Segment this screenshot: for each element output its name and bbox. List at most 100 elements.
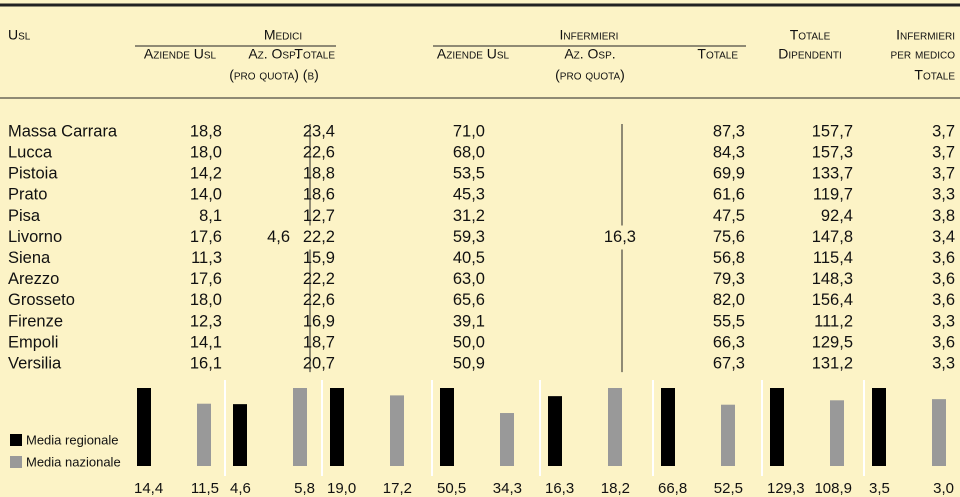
header-col: per medico [891, 46, 956, 62]
bar [440, 388, 454, 466]
usl-name: Pistoia [8, 165, 58, 183]
cell: 53,5 [453, 165, 485, 183]
bar [721, 404, 735, 466]
cell: 16,3 [604, 228, 636, 246]
bar-label: 66,8 [658, 480, 687, 497]
cell: 12,3 [190, 312, 222, 330]
legend-label: Media nazionale [26, 454, 121, 469]
usl-name: Massa Carrara [8, 122, 118, 140]
cell: 157,3 [812, 143, 853, 161]
bar [500, 413, 514, 466]
cell: 3,7 [932, 122, 955, 140]
bar-label: 50,5 [437, 480, 466, 497]
bar-label: 108,9 [814, 480, 852, 497]
cell: 18,6 [303, 186, 335, 204]
header-col: Az. Osp. [564, 46, 615, 62]
cell: 71,0 [453, 122, 485, 140]
cell: 68,0 [453, 143, 485, 161]
cell: 18,8 [303, 165, 335, 183]
bar [197, 403, 211, 466]
bar [233, 404, 247, 466]
usl-name: Arezzo [8, 270, 59, 288]
bar-label: 129,3 [767, 480, 805, 497]
bar [608, 388, 622, 466]
cell: 47,5 [713, 207, 745, 225]
cell: 111,2 [814, 312, 853, 330]
usl-name: Versilia [8, 354, 62, 372]
usl-name: Siena [8, 249, 51, 267]
cell: 8,1 [199, 207, 222, 225]
cell: 3,6 [932, 291, 955, 309]
cell: 14,2 [190, 165, 222, 183]
bar [330, 388, 344, 466]
cell: 22,6 [303, 143, 335, 161]
bar [661, 388, 675, 466]
bar [830, 400, 844, 466]
bar-label: 17,2 [383, 480, 412, 497]
header-group: Infermieri [560, 27, 619, 43]
cell: 12,7 [303, 207, 335, 225]
header-note: (pro quota) [555, 67, 625, 83]
usl-name: Firenze [8, 312, 63, 330]
cell: 66,3 [713, 333, 745, 351]
header-col: Aziende Usl [144, 46, 217, 62]
cell: 22,6 [303, 291, 335, 309]
cell: 131,2 [812, 354, 853, 372]
cell: 17,6 [190, 270, 222, 288]
cell: 18,8 [190, 122, 222, 140]
cell: 11,3 [191, 249, 222, 267]
cell: 129,5 [812, 333, 853, 351]
cell: 56,8 [713, 249, 745, 267]
header-group: Medici [264, 27, 302, 43]
bar [137, 388, 151, 466]
cell: 3,7 [932, 165, 955, 183]
bar-label: 18,2 [601, 480, 630, 497]
cell: 3,3 [932, 312, 955, 330]
cell: 115,4 [813, 249, 853, 267]
cell: 3,8 [932, 207, 955, 225]
header-col: Dipendenti [778, 46, 841, 62]
cell: 147,8 [812, 228, 853, 246]
header-col: Totale [697, 46, 738, 62]
cell: 4,6 [267, 228, 290, 246]
cell: 3,7 [932, 143, 955, 161]
cell: 18,0 [190, 143, 222, 161]
bar [548, 396, 562, 466]
cell: 55,5 [713, 312, 745, 330]
cell: 61,6 [713, 186, 745, 204]
bar-label: 14,4 [134, 480, 163, 497]
cell: 16,9 [303, 312, 335, 330]
cell: 22,2 [303, 228, 335, 246]
cell: 3,4 [932, 228, 955, 246]
bar [390, 395, 404, 466]
bar [932, 399, 946, 466]
cell: 50,0 [453, 333, 485, 351]
header-col: Totale [294, 46, 335, 62]
cell: 16,1 [190, 354, 222, 372]
bar-label: 52,5 [714, 480, 743, 497]
cell: 3,3 [932, 186, 955, 204]
usl-name: Lucca [8, 143, 53, 161]
legend-swatch [10, 456, 22, 468]
header-usl: Usl [8, 27, 31, 43]
legend-label: Media regionale [26, 432, 119, 447]
usl-name: Pisa [8, 207, 41, 225]
header-col: Infermieri [896, 27, 955, 43]
usl-name: Prato [8, 186, 47, 204]
cell: 75,6 [713, 228, 745, 246]
bar-label: 5,8 [294, 480, 315, 497]
bar-label: 3,0 [933, 480, 954, 497]
header-col: Totale [790, 27, 831, 43]
cell: 84,3 [713, 143, 745, 161]
cell: 18,0 [190, 291, 222, 309]
header-col: Az. Osp. [248, 46, 299, 62]
cell: 67,3 [713, 354, 745, 372]
usl-name: Empoli [8, 333, 58, 351]
cell: 15,9 [303, 249, 335, 267]
cell: 3,6 [932, 249, 955, 267]
header-col: Aziende Usl [437, 46, 510, 62]
legend-swatch [10, 434, 22, 446]
cell: 157,7 [812, 122, 853, 140]
